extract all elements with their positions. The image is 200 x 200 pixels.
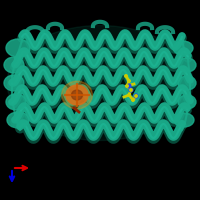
Ellipse shape [66, 85, 88, 105]
Ellipse shape [62, 81, 92, 109]
Ellipse shape [4, 57, 24, 73]
Ellipse shape [6, 94, 26, 110]
Ellipse shape [178, 95, 196, 109]
Ellipse shape [178, 76, 196, 90]
Point [124, 74, 128, 78]
Point [127, 93, 131, 97]
Ellipse shape [7, 25, 193, 140]
Ellipse shape [173, 41, 193, 55]
Point [131, 98, 135, 102]
Point [129, 88, 133, 92]
Point [127, 79, 131, 83]
Point [134, 94, 138, 98]
Ellipse shape [7, 25, 193, 140]
Ellipse shape [7, 112, 29, 128]
Ellipse shape [6, 39, 30, 57]
Ellipse shape [72, 90, 83, 100]
Point [134, 94, 138, 98]
Point [127, 84, 131, 88]
Ellipse shape [4, 75, 24, 91]
Ellipse shape [174, 113, 194, 127]
Ellipse shape [178, 58, 196, 72]
Point [129, 88, 133, 92]
Point [125, 84, 129, 88]
